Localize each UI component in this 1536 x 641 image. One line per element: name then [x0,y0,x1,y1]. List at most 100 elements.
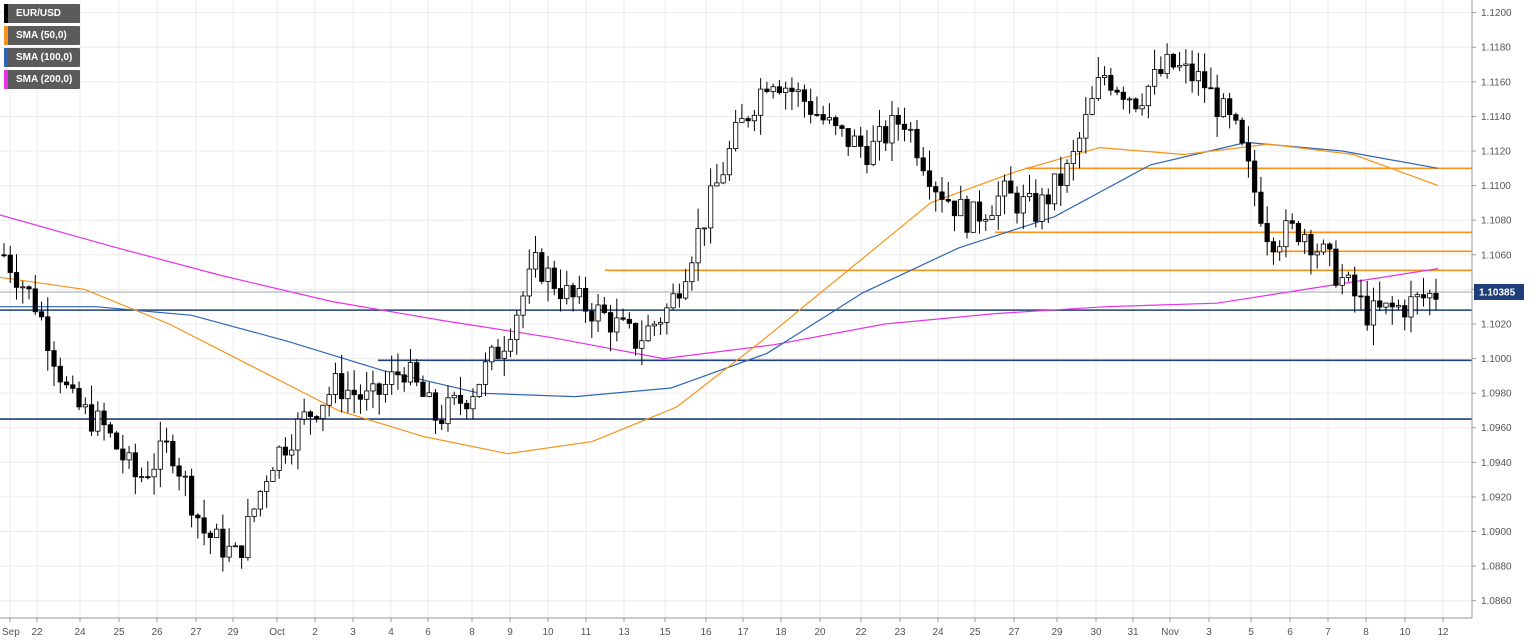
candle-up [576,288,582,298]
candle-up [614,317,620,333]
x-tick-label: 20 [814,627,826,638]
x-tick-label: 5 [1248,627,1254,638]
x-tick-label: 22 [855,627,867,638]
candle-up [345,389,351,400]
candle-up [226,545,232,558]
legend-label-sma50: SMA (50,0) [16,30,67,41]
x-tick-label: Sep [2,627,20,638]
candle-up [783,87,789,94]
candle-down [26,286,32,290]
candle-up [1051,173,1058,205]
legend-swatch-sma50 [4,26,8,45]
candle-up [1083,114,1089,139]
candle-up [489,346,495,363]
candle-up [476,383,482,398]
y-tick-label: 1.0920 [1481,492,1512,503]
candle-up [689,262,695,283]
candle-up [264,481,270,492]
x-tick-label: 24 [74,627,86,638]
candle-down [1433,292,1439,300]
candle-up [1339,277,1345,286]
legend-item-eurusd[interactable]: EUR/USD [4,4,81,23]
candle-down [839,125,845,129]
candle-down [188,475,195,516]
candle-down [1389,302,1395,308]
candle-down [1402,305,1408,318]
y-tick-label: 1.1020 [1481,319,1512,330]
candle-up [657,322,664,325]
legend-item-sma100[interactable]: SMA (100,0) [4,48,81,67]
candle-up [451,394,457,399]
candle-up [545,267,551,282]
candle-down [1120,91,1126,100]
legend-item-sma50[interactable]: SMA (50,0) [4,26,81,45]
legend-label-eurusd: EUR/USD [16,8,62,19]
x-tick-label: 23 [894,627,906,638]
candle-up [151,468,157,478]
legend-item-sma200[interactable]: SMA (200,0) [4,70,81,89]
candle-down [395,371,401,376]
candle-up [870,140,876,165]
candle-down [401,374,407,383]
y-tick-label: 1.0900 [1481,527,1512,538]
candle-down [1264,222,1270,243]
candle-up [645,325,651,342]
candle-down [239,545,245,559]
candle-up [639,340,645,349]
x-tick-label: 24 [932,627,944,638]
x-tick-label: 7 [1325,627,1331,638]
candle-up [214,528,220,538]
candle-down [901,123,908,130]
candle-up [1345,274,1352,278]
candle-up [770,86,776,92]
candle-down [339,373,345,400]
candle-down [1189,63,1195,82]
candle-up [1101,74,1108,78]
candle-down [1202,71,1208,89]
candle-up [908,128,914,131]
y-tick-label: 1.1120 [1481,147,1511,158]
sma100-line [0,141,1439,398]
candle-down [282,446,288,456]
y-tick-label: 1.0860 [1481,596,1512,607]
candle-down [676,293,682,299]
candle-down [745,118,751,122]
y-tick-label: 1.1180 [1481,43,1511,54]
candle-up [1139,105,1145,110]
candle-down [1227,98,1233,116]
candle-up [20,286,26,289]
x-tick-label: 17 [737,627,749,638]
candle-down [145,476,151,479]
candle-down [70,384,76,389]
x-tick-label: 29 [1051,627,1063,638]
candle-down [1239,119,1245,144]
candle-down [195,514,201,519]
candle-down [464,402,470,410]
candle-up [1070,151,1076,165]
y-tick-label: 1.1080 [1481,216,1512,227]
candle-down [776,86,783,94]
candle-down [1170,53,1176,68]
candle-down [495,346,501,359]
candle-up [670,293,676,309]
candle-down [376,383,382,395]
legend-swatch-sma100 [4,48,8,67]
candle-up [501,350,507,359]
candle-down [601,304,607,313]
candle-down [113,432,120,450]
candle-down [883,126,889,144]
candle-down [1327,243,1333,250]
x-tick-label: 31 [1127,627,1139,638]
candle-up [520,295,526,316]
candle-up [1408,296,1414,318]
candle-up [276,446,282,471]
candle-up [182,475,188,478]
candle-down [570,285,576,298]
candle-down [107,424,113,434]
current-price-label: 1.10385 [1479,287,1516,298]
candle-up [983,219,989,222]
x-tick-label: Oct [269,627,285,638]
candle-down [38,311,45,318]
